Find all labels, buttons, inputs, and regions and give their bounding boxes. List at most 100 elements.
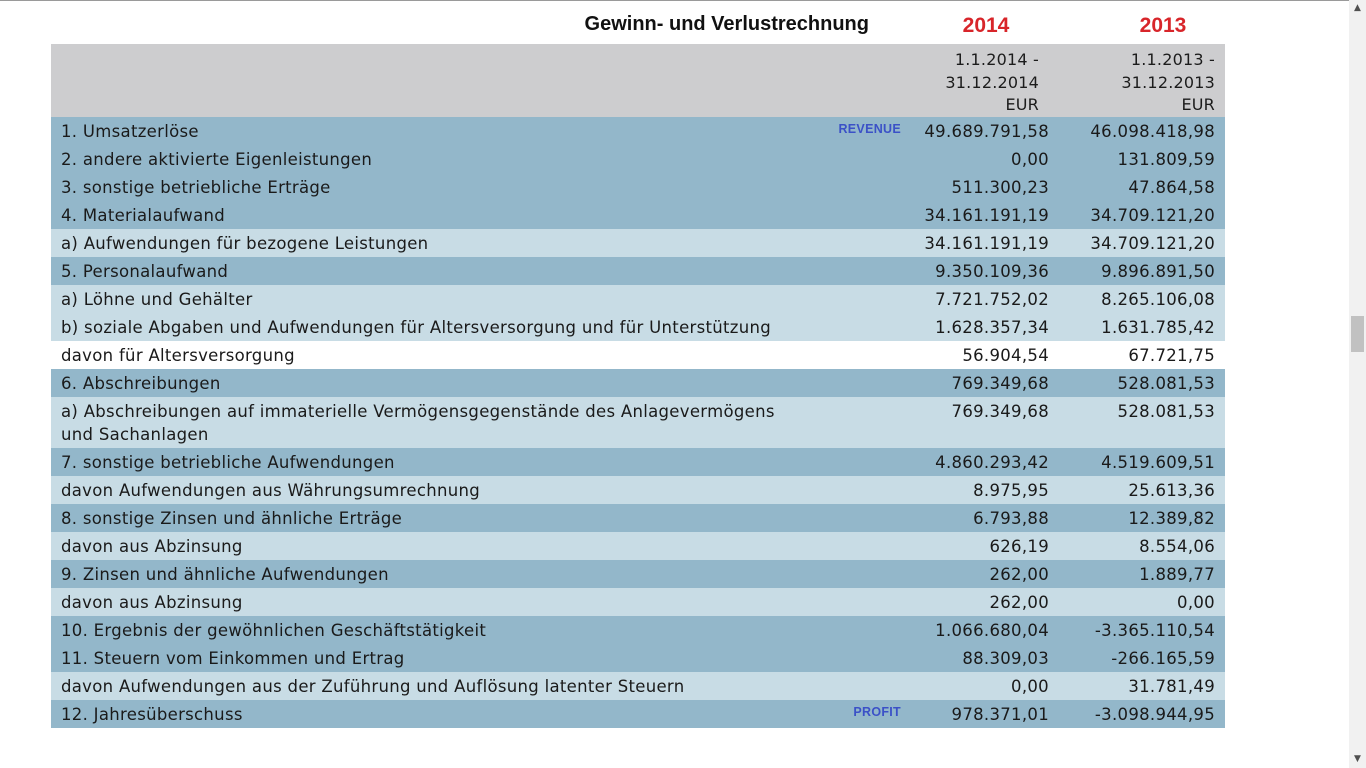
table-row: 10. Ergebnis der gewöhnlichen Geschäftst…	[51, 616, 1225, 644]
scroll-up-arrow-icon[interactable]: ▲	[1354, 3, 1361, 13]
value-2013: 1.631.785,42	[1101, 318, 1215, 337]
value-2014: 9.350.109,36	[935, 262, 1049, 281]
table-row: 9. Zinsen und ähnliche Aufwendungen 262,0…	[51, 560, 1225, 588]
value-2014: 88.309,03	[962, 649, 1049, 668]
scroll-down-arrow-icon[interactable]: ▼	[1354, 754, 1361, 764]
value-2014: 6.793,88	[973, 509, 1049, 528]
value-2013: 1.889,77	[1139, 565, 1215, 584]
row-tag-badge	[811, 313, 901, 318]
row-label: a) Abschreibungen auf immaterielle Vermö…	[61, 402, 775, 444]
row-label: 11. Steuern vom Einkommen und Ertrag	[61, 649, 405, 668]
value-2014: 262,00	[989, 593, 1049, 612]
row-tag-badge: REVENUE	[838, 122, 901, 136]
row-label: davon für Altersversorgung	[61, 346, 295, 365]
row-label: 10. Ergebnis der gewöhnlichen Geschäftst…	[61, 621, 487, 640]
value-2014: 769.349,68	[951, 374, 1049, 393]
value-2013: 131.809,59	[1117, 150, 1215, 169]
row-tag-badge	[811, 672, 901, 677]
value-2014: 56.904,54	[962, 346, 1049, 365]
year-2014-heading: 2014	[962, 14, 1010, 37]
period-header: 1.1.2014 - 31.12.2014 EUR 1.1.2013 - 31.…	[51, 44, 1225, 117]
table-row: a) Löhne und Gehälter 7.721.752,02 8.265.1…	[51, 285, 1225, 313]
table-row: a) Abschreibungen auf immaterielle Vermö…	[51, 397, 1225, 448]
row-label: davon Aufwendungen aus der Zuführung und…	[61, 677, 685, 696]
value-2013: 8.265.106,08	[1101, 290, 1215, 309]
row-tag-badge	[811, 532, 901, 537]
row-tag-badge	[811, 341, 901, 346]
value-2014: 769.349,68	[951, 402, 1049, 421]
value-2014: 978.371,01	[951, 705, 1049, 724]
value-2014: 1.628.357,34	[935, 318, 1049, 337]
row-label: a) Aufwendungen für bezogene Leistungen	[61, 234, 429, 253]
table-row: davon aus Abzinsung 626,19 8.554,06	[51, 532, 1225, 560]
row-label: 9. Zinsen und ähnliche Aufwendungen	[61, 565, 389, 584]
value-2013: 31.781,49	[1128, 677, 1215, 696]
value-2014: 1.066.680,04	[935, 621, 1049, 640]
value-2013: -266.165,59	[1111, 649, 1215, 668]
value-2014: 8.975,95	[973, 481, 1049, 500]
row-tag-badge	[811, 173, 901, 178]
value-2013: 34.709.121,20	[1090, 234, 1215, 253]
row-tag-badge	[811, 145, 901, 150]
value-2013: 46.098.418,98	[1090, 122, 1215, 141]
value-2014: 262,00	[989, 565, 1049, 584]
value-2013: 4.519.609,51	[1101, 453, 1215, 472]
title-row: Gewinn- und Verlustrechnung 2014 2013	[51, 0, 1225, 44]
row-label: 4. Materialaufwand	[61, 206, 226, 225]
value-2013: -3.365.110,54	[1094, 621, 1215, 640]
scrollbar-thumb[interactable]	[1351, 316, 1364, 352]
period-2014: 1.1.2014 - 31.12.2014 EUR	[869, 49, 1039, 117]
value-2014: 0,00	[1011, 150, 1049, 169]
vertical-scrollbar[interactable]: ▲ ▼	[1349, 0, 1366, 768]
row-tag-badge	[811, 397, 901, 402]
value-2014: 0,00	[1011, 677, 1049, 696]
period-2013: 1.1.2013 - 31.12.2013 EUR	[1045, 49, 1215, 117]
row-label: davon aus Abzinsung	[61, 537, 243, 556]
row-tag-badge	[811, 644, 901, 649]
statement-title: Gewinn- und Verlustrechnung	[584, 13, 869, 35]
row-tag-badge	[811, 476, 901, 481]
period-2013-end: 31.12.2013	[1121, 72, 1215, 92]
value-2013: 47.864,58	[1128, 178, 1215, 197]
value-2013: 67.721,75	[1128, 346, 1215, 365]
value-2013: 12.389,82	[1128, 509, 1215, 528]
value-2014: 4.860.293,42	[935, 453, 1049, 472]
row-tag-badge	[811, 588, 901, 593]
row-tag-badge	[811, 504, 901, 509]
row-tag-badge	[811, 616, 901, 621]
row-label: b) soziale Abgaben und Aufwendungen für …	[61, 318, 772, 337]
period-2014-start: 1.1.2014 -	[954, 50, 1039, 69]
row-tag-badge	[811, 369, 901, 374]
table-row: 11. Steuern vom Einkommen und Ertrag 88.3…	[51, 644, 1225, 672]
value-2014: 511.300,23	[951, 178, 1049, 197]
table-row: davon Aufwendungen aus Währungsumrechnun…	[51, 476, 1225, 504]
row-label: a) Löhne und Gehälter	[61, 290, 253, 309]
period-2014-end: 31.12.2014	[945, 72, 1039, 92]
value-2013: -3.098.944,95	[1094, 705, 1215, 724]
table-row: davon aus Abzinsung 262,00 0,00	[51, 588, 1225, 616]
table-row: 8. sonstige Zinsen und ähnliche Erträge 6…	[51, 504, 1225, 532]
value-2013: 34.709.121,20	[1090, 206, 1215, 225]
table-row: 7. sonstige betriebliche Aufwendungen 4.8…	[51, 448, 1225, 476]
value-2013: 0,00	[1177, 593, 1215, 612]
table-row: a) Aufwendungen für bezogene Leistungen 3…	[51, 229, 1225, 257]
row-label: 2. andere aktivierte Eigenleistungen	[61, 150, 373, 169]
period-2014-currency: EUR	[1005, 95, 1039, 114]
year-2013-heading: 2013	[1139, 14, 1187, 37]
row-tag-badge	[811, 257, 901, 262]
table-row: 5. Personalaufwand 9.350.109,36 9.896.891,…	[51, 257, 1225, 285]
row-tag-badge	[811, 201, 901, 206]
row-label: 6. Abschreibungen	[61, 374, 221, 393]
table-row: 6. Abschreibungen 769.349,68 528.081,53	[51, 369, 1225, 397]
table-row: 3. sonstige betriebliche Erträge 511.300,…	[51, 173, 1225, 201]
table-row: 2. andere aktivierte Eigenleistungen 0,00…	[51, 145, 1225, 173]
value-2013: 528.081,53	[1117, 402, 1215, 421]
row-tag-badge	[811, 560, 901, 565]
value-2013: 528.081,53	[1117, 374, 1215, 393]
row-label: 1. Umsatzerlöse	[61, 122, 199, 141]
table-row: davon für Altersversorgung 56.904,54 67.72…	[51, 341, 1225, 369]
row-tag-badge	[811, 448, 901, 453]
value-2013: 9.896.891,50	[1101, 262, 1215, 281]
statement-rows: 1. Umsatzerlöse REVENUE 49.689.791,58 46.09…	[51, 117, 1225, 728]
value-2014: 49.689.791,58	[924, 122, 1049, 141]
